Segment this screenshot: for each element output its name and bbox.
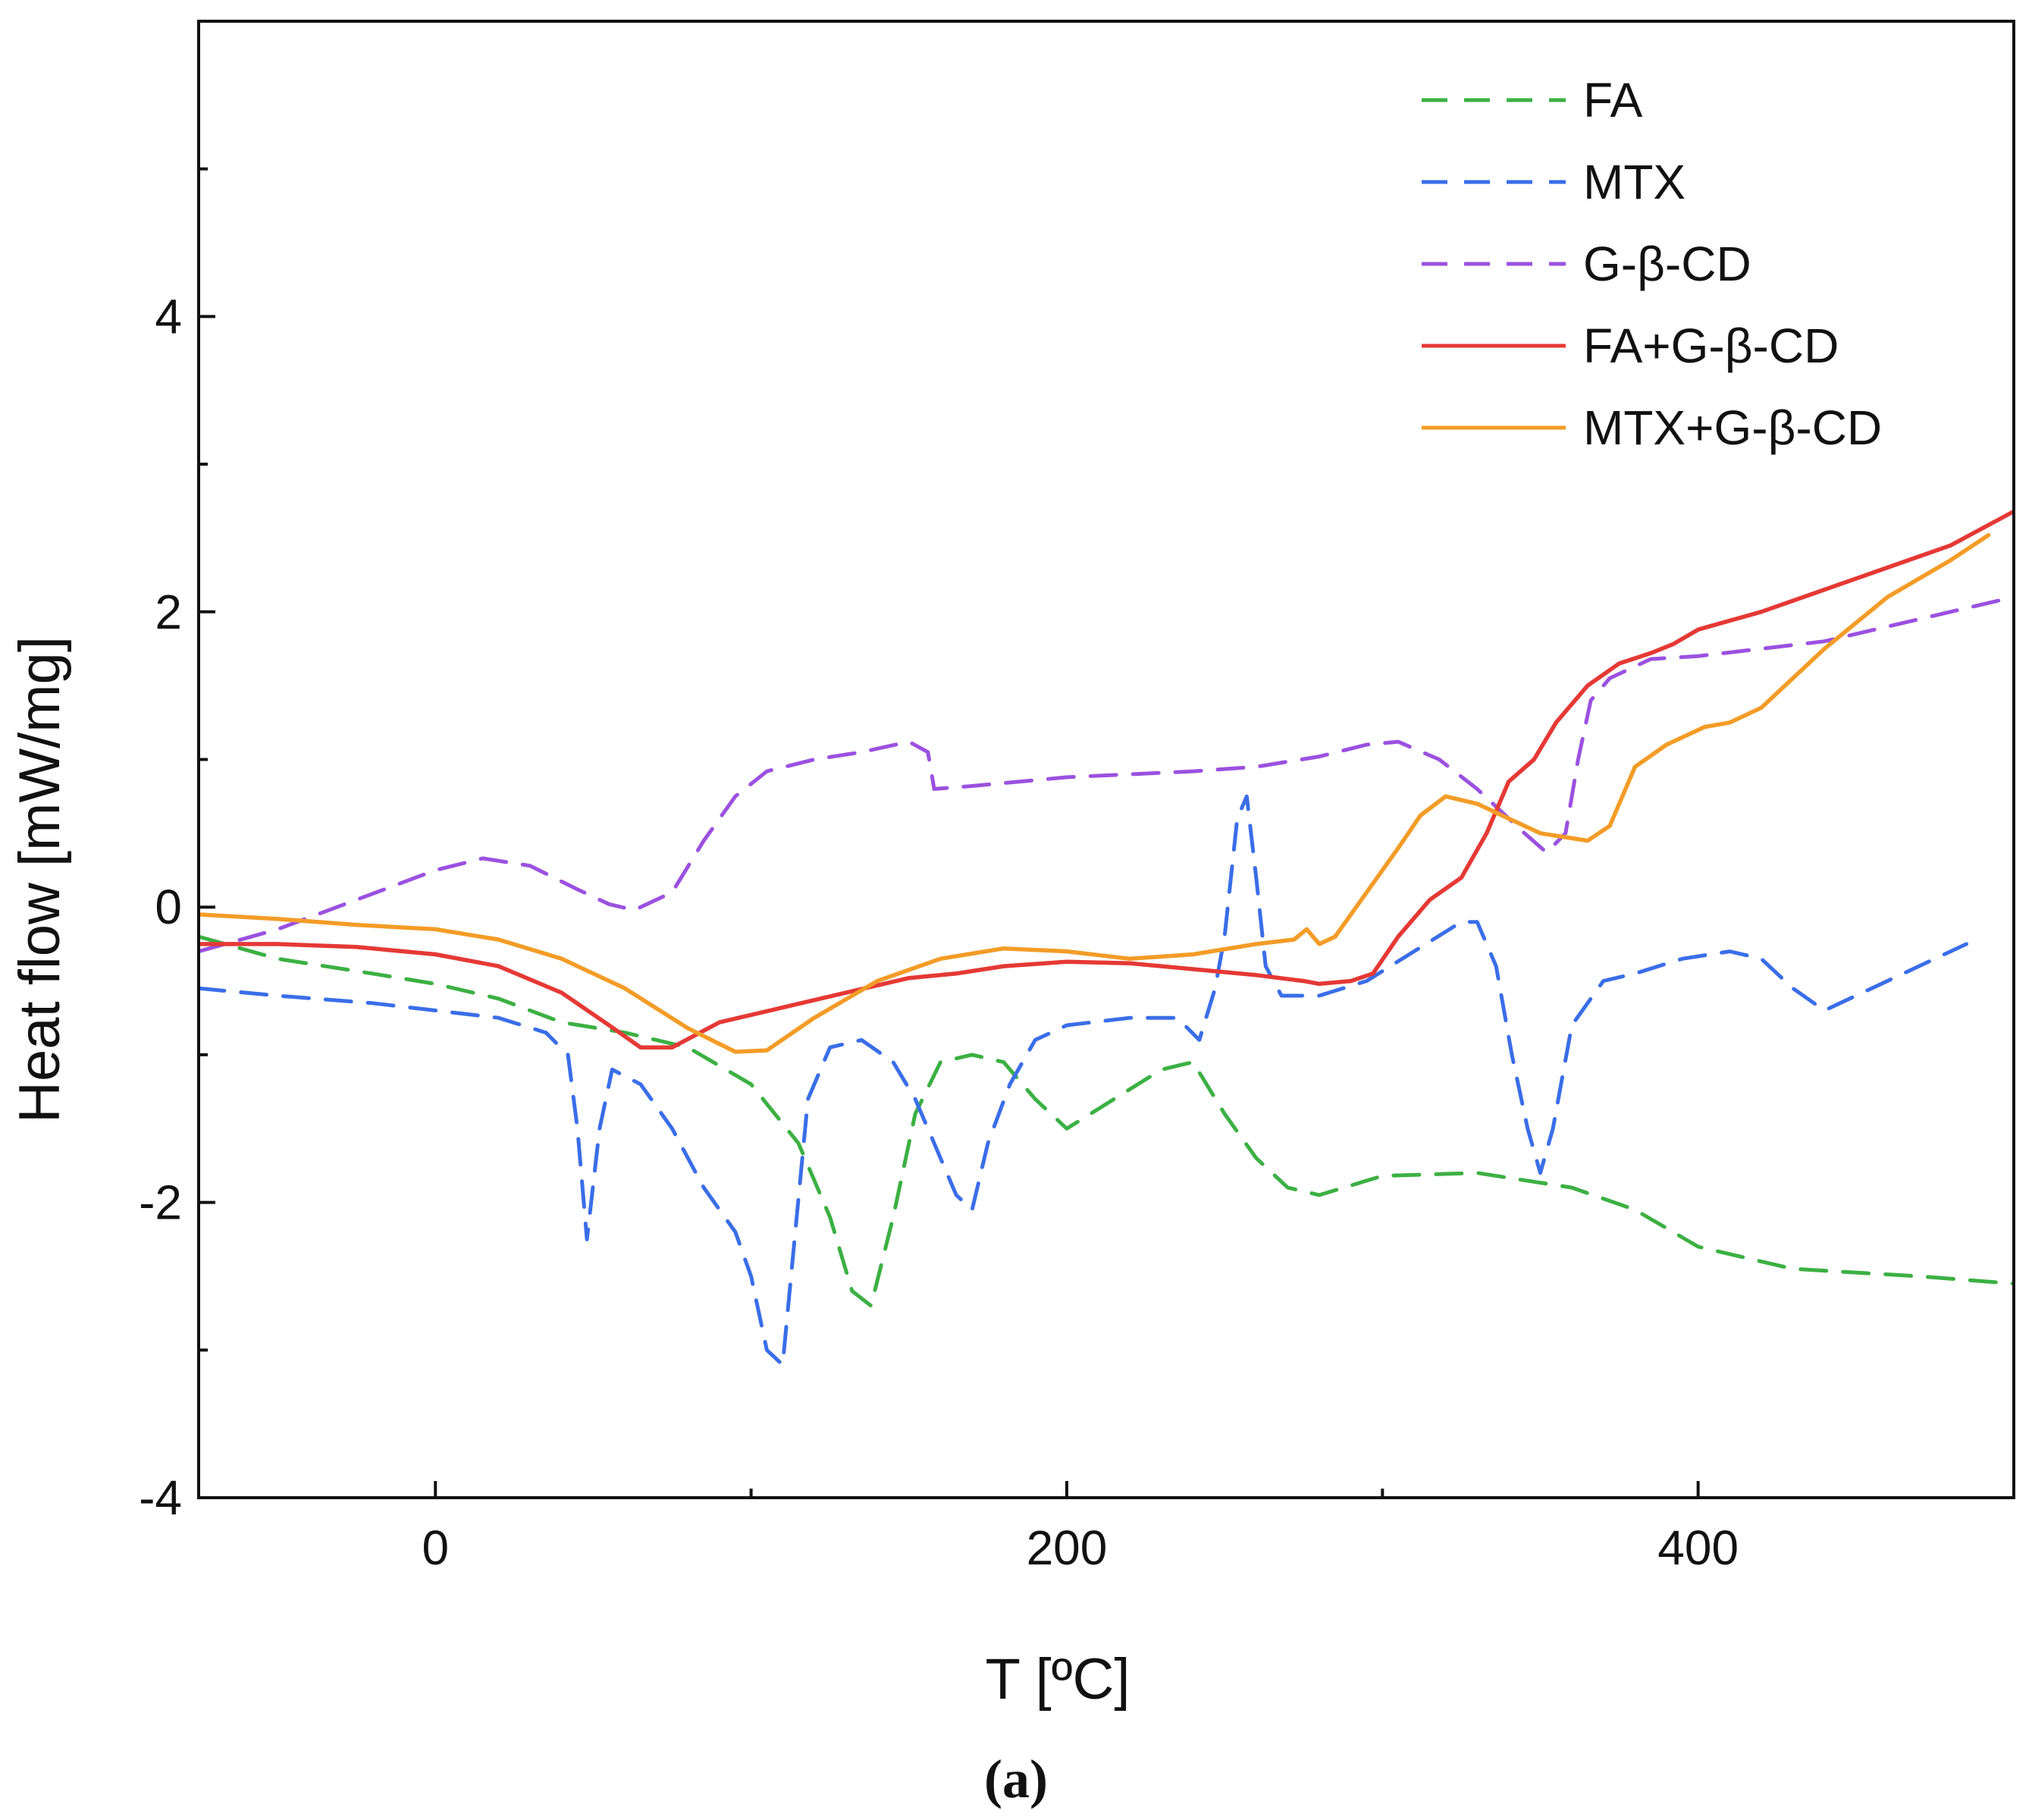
- series-line-mtx: [199, 794, 1968, 1367]
- tick-layer: 0 200 400 -4 -2 0 2 4: [139, 167, 1739, 1575]
- series-line-fa-g-cd: [199, 509, 2014, 1050]
- x-axis-title: T [ºC]: [985, 1647, 1130, 1712]
- legend-label: MTX: [1583, 155, 1685, 209]
- figure-caption: (a): [984, 1749, 1048, 1809]
- legend-label: MTX+G-β-CD: [1583, 400, 1882, 455]
- legend: FA MTX G-β-CD FA+G-β-CD MTX+G-β-CD: [1422, 73, 1882, 455]
- y-tick-label: 2: [155, 585, 182, 639]
- legend-label: FA+G-β-CD: [1583, 318, 1839, 373]
- x-tick-label: 400: [1657, 1520, 1739, 1575]
- y-axis-title: Heat flow [mW/mg]: [8, 636, 72, 1123]
- series-line-mtx-g-cd: [199, 532, 1991, 1054]
- series-line-fa: [199, 934, 2014, 1308]
- y-tick-label: -4: [139, 1470, 182, 1525]
- x-tick-label: 200: [1027, 1520, 1108, 1575]
- series-line-g-cd: [199, 595, 2014, 954]
- x-tick-label: 0: [422, 1520, 449, 1575]
- series-layer: [199, 509, 2014, 1367]
- legend-label: FA: [1583, 73, 1643, 127]
- y-tick-label: -2: [139, 1175, 182, 1230]
- y-tick-label: 4: [155, 289, 182, 344]
- y-tick-label: 0: [155, 880, 182, 934]
- legend-label: G-β-CD: [1583, 237, 1751, 291]
